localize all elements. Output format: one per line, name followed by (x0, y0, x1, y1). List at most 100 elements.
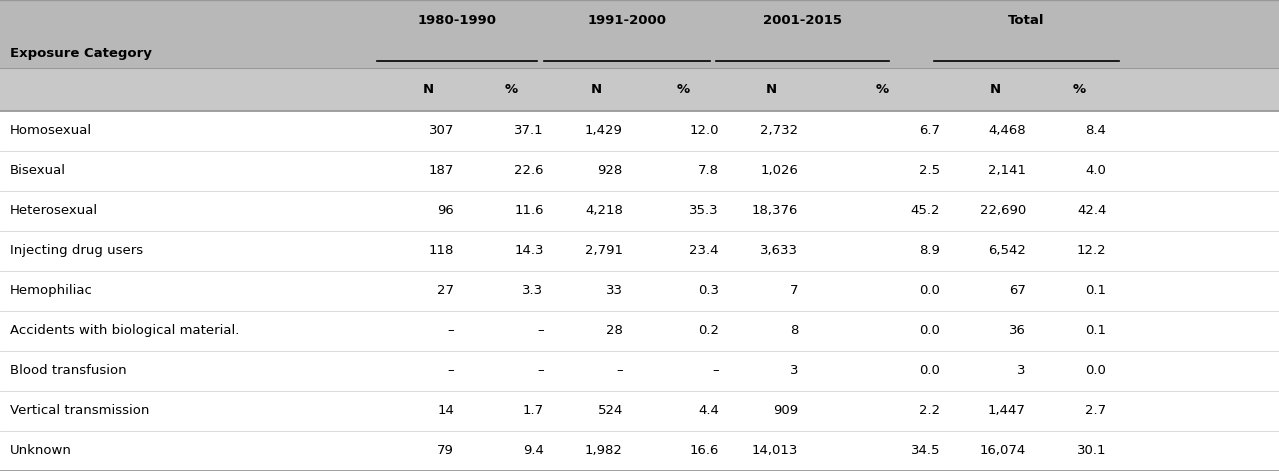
Text: Exposure Category: Exposure Category (10, 47, 152, 60)
Text: 0.1: 0.1 (1086, 325, 1106, 337)
Text: 36: 36 (1009, 325, 1026, 337)
Text: 12.0: 12.0 (689, 124, 719, 137)
Text: 28: 28 (606, 325, 623, 337)
Text: Bisexual: Bisexual (10, 164, 67, 177)
Text: 2,732: 2,732 (760, 124, 798, 137)
Text: 33: 33 (606, 284, 623, 297)
Text: Total: Total (1008, 14, 1045, 27)
Bar (0, 351, 1279, 391)
Text: 79: 79 (437, 445, 454, 457)
Text: 307: 307 (428, 124, 454, 137)
Text: 9.4: 9.4 (523, 445, 544, 457)
Text: 118: 118 (428, 244, 454, 257)
Text: 45.2: 45.2 (911, 204, 940, 217)
Text: –: – (537, 325, 544, 337)
Text: Blood transfusion: Blood transfusion (10, 365, 127, 377)
Text: %: % (875, 83, 889, 96)
Text: 0.0: 0.0 (1086, 365, 1106, 377)
Text: 37.1: 37.1 (514, 124, 544, 137)
Text: 12.2: 12.2 (1077, 244, 1106, 257)
Text: N: N (766, 83, 776, 96)
Text: 4.0: 4.0 (1086, 164, 1106, 177)
Text: 35.3: 35.3 (689, 204, 719, 217)
Text: 16.6: 16.6 (689, 445, 719, 457)
Text: 4,218: 4,218 (585, 204, 623, 217)
Text: %: % (677, 83, 691, 96)
Text: 22,690: 22,690 (980, 204, 1026, 217)
Text: 928: 928 (597, 164, 623, 177)
Text: –: – (448, 325, 454, 337)
Text: N: N (423, 83, 434, 96)
Text: 67: 67 (1009, 284, 1026, 297)
Text: Homosexual: Homosexual (10, 124, 92, 137)
Text: 14.3: 14.3 (514, 244, 544, 257)
Text: %: % (1072, 83, 1086, 96)
Text: 14,013: 14,013 (752, 445, 798, 457)
Text: 6,542: 6,542 (987, 244, 1026, 257)
Text: 187: 187 (428, 164, 454, 177)
Text: 2.2: 2.2 (918, 405, 940, 417)
Text: %: % (505, 83, 518, 96)
Text: Accidents with biological material.: Accidents with biological material. (10, 325, 239, 337)
Text: 34.5: 34.5 (911, 445, 940, 457)
Text: 3: 3 (1017, 365, 1026, 377)
Text: 1.7: 1.7 (522, 405, 544, 417)
Bar (0, 231, 1279, 271)
Text: 524: 524 (597, 405, 623, 417)
Text: 1,429: 1,429 (585, 124, 623, 137)
Bar (0, 111, 1279, 151)
Text: 0.1: 0.1 (1086, 284, 1106, 297)
Text: 1,982: 1,982 (585, 445, 623, 457)
Text: 96: 96 (437, 204, 454, 217)
Text: 0.0: 0.0 (920, 284, 940, 297)
Text: 1991-2000: 1991-2000 (587, 14, 666, 27)
Text: 3.3: 3.3 (522, 284, 544, 297)
Text: –: – (537, 365, 544, 377)
Text: 2.5: 2.5 (918, 164, 940, 177)
Text: N: N (990, 83, 1001, 96)
Text: 0.0: 0.0 (920, 325, 940, 337)
Text: 0.3: 0.3 (698, 284, 719, 297)
Text: 16,074: 16,074 (980, 445, 1026, 457)
Text: 23.4: 23.4 (689, 244, 719, 257)
Text: 1,026: 1,026 (760, 164, 798, 177)
Text: 18,376: 18,376 (752, 204, 798, 217)
Text: –: – (448, 365, 454, 377)
Text: 4.4: 4.4 (698, 405, 719, 417)
Text: 22.6: 22.6 (514, 164, 544, 177)
Text: 2001-2015: 2001-2015 (764, 14, 842, 27)
Text: 42.4: 42.4 (1077, 204, 1106, 217)
Bar (0, 0, 1279, 68)
Text: 6.7: 6.7 (920, 124, 940, 137)
Text: 27: 27 (437, 284, 454, 297)
Text: 1980-1990: 1980-1990 (418, 14, 496, 27)
Text: 7: 7 (789, 284, 798, 297)
Text: 14: 14 (437, 405, 454, 417)
Text: Hemophiliac: Hemophiliac (10, 284, 93, 297)
Text: 7.8: 7.8 (698, 164, 719, 177)
Text: 2,791: 2,791 (585, 244, 623, 257)
Text: Heterosexual: Heterosexual (10, 204, 98, 217)
Text: –: – (616, 365, 623, 377)
Text: 909: 909 (773, 405, 798, 417)
Text: Vertical transmission: Vertical transmission (10, 405, 150, 417)
Text: 2.7: 2.7 (1085, 405, 1106, 417)
Bar (0, 191, 1279, 231)
Bar (0, 271, 1279, 311)
Text: 8.4: 8.4 (1086, 124, 1106, 137)
Text: 8.9: 8.9 (920, 244, 940, 257)
Text: 3,633: 3,633 (760, 244, 798, 257)
Text: Unknown: Unknown (10, 445, 72, 457)
Text: 30.1: 30.1 (1077, 445, 1106, 457)
Text: 0.2: 0.2 (698, 325, 719, 337)
Text: –: – (712, 365, 719, 377)
Bar (0, 68, 1279, 111)
Bar (0, 391, 1279, 431)
Text: Injecting drug users: Injecting drug users (10, 244, 143, 257)
Text: 4,468: 4,468 (989, 124, 1026, 137)
Bar (0, 431, 1279, 471)
Text: 11.6: 11.6 (514, 204, 544, 217)
Bar (0, 151, 1279, 191)
Text: 1,447: 1,447 (987, 405, 1026, 417)
Text: 8: 8 (789, 325, 798, 337)
